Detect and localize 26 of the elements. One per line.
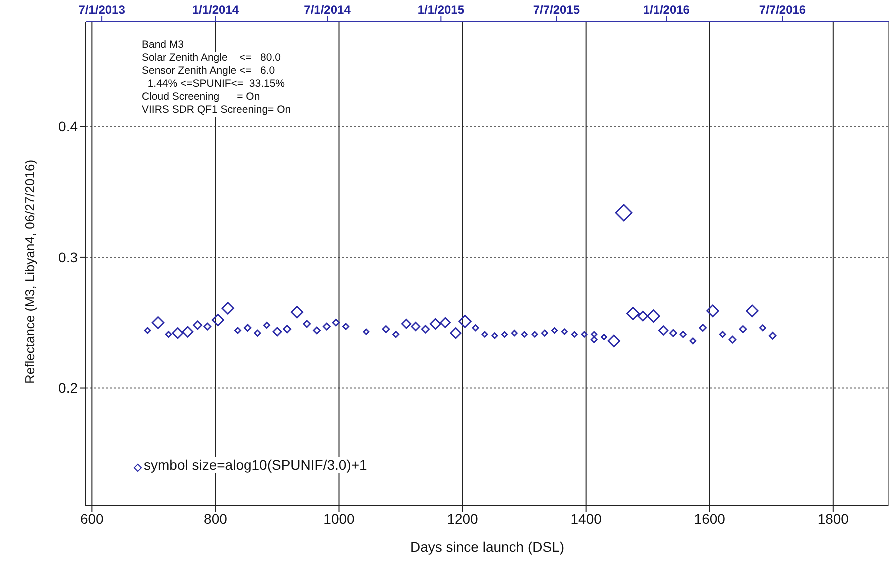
y-tick-label: 0.2 [58,380,78,396]
x-tick-label: 1600 [694,510,726,527]
annotation: Band M3 [142,39,184,52]
x2-tick-label: 1/1/2016 [643,3,690,17]
x-tick-label: 1200 [447,510,479,527]
x2-tick-label: 1/1/2015 [418,3,465,17]
x-axis-title: Days since launch (DSL) [410,539,565,555]
y-tick-label: 0.3 [58,249,78,266]
annotation: VIIRS SDR QF1 Screening= On [142,104,292,117]
x2-tick-label: 7/7/2016 [759,3,806,17]
x-tick-label: 1800 [818,510,850,527]
annotation: Cloud Screening = On [142,91,260,104]
annotation: symbol size=alog10(SPUNIF/3.0)+1 [144,457,368,473]
y-axis-title: Reflectance (M3, Libyan4, 06/27/2016) [22,160,38,384]
x2-tick-label: 7/1/2014 [304,3,352,17]
annotation: 1.44% <=SPUNIF<= 33.15% [142,78,286,91]
x-tick-label: 1400 [570,510,602,527]
x-tick-label: 600 [80,510,104,527]
x2-tick-label: 7/7/2015 [533,3,580,17]
x-tick-label: 1000 [324,510,356,527]
x2-tick-label: 7/1/2013 [78,3,126,17]
y-tick-label: 0.4 [58,118,78,135]
x2-tick-label: 1/1/2014 [192,3,240,17]
annotation: Sensor Zenith Angle <= 6.0 [142,65,276,78]
x-tick-label: 800 [204,510,228,527]
annotation: Solar Zenith Angle <= 80.0 [142,52,281,65]
